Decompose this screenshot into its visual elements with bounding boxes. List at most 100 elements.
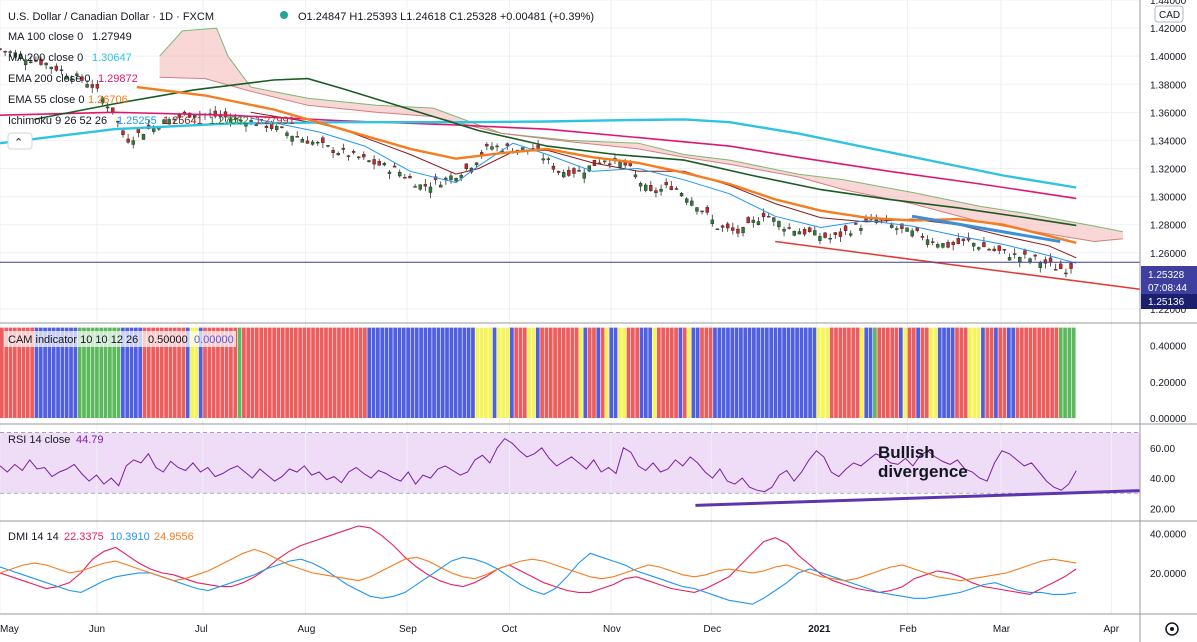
time-tick-label: Feb bbox=[899, 624, 917, 635]
cam-bar bbox=[289, 327, 294, 418]
cam-bar bbox=[514, 327, 519, 418]
ma100-line bbox=[34, 77, 1077, 227]
candle-body bbox=[725, 223, 730, 229]
cam-bar bbox=[695, 327, 700, 418]
candle-body bbox=[802, 229, 807, 235]
candle-body bbox=[290, 135, 294, 142]
cam-bar bbox=[242, 327, 246, 418]
cam-bar bbox=[790, 327, 795, 418]
candle-body bbox=[925, 239, 930, 245]
cam-bar bbox=[855, 327, 860, 418]
candle-body bbox=[80, 76, 84, 81]
candle-body bbox=[700, 210, 704, 213]
cam-bar bbox=[1032, 327, 1037, 418]
candle-body bbox=[782, 228, 786, 232]
candle-body bbox=[1002, 248, 1007, 251]
last-price-label: 1.25328 07:08:44 bbox=[1141, 266, 1197, 294]
cam-bar bbox=[38, 327, 43, 418]
candle-body bbox=[556, 170, 561, 173]
cam-tick-label: 0.20000 bbox=[1150, 378, 1187, 389]
cam-bar bbox=[0, 327, 4, 418]
cam-bar bbox=[682, 327, 687, 418]
collapse-legend-button[interactable]: ⌃ bbox=[7, 132, 33, 150]
cam-bar bbox=[1011, 327, 1016, 418]
candle-body bbox=[372, 159, 376, 165]
cam-bar bbox=[25, 327, 30, 418]
legend-cam-value-1: 0.50000 bbox=[148, 334, 188, 346]
cam-bar bbox=[557, 327, 562, 418]
legend-ema55[interactable]: EMA 55 close 0 1.26706 bbox=[8, 94, 128, 106]
cam-bar bbox=[475, 327, 480, 418]
candle-body bbox=[818, 236, 822, 241]
cam-bar bbox=[842, 327, 847, 418]
candle-body bbox=[674, 188, 679, 190]
candle-body bbox=[895, 228, 899, 230]
plot-area[interactable] bbox=[0, 0, 1140, 642]
candle-body bbox=[1028, 258, 1032, 263]
price-tick-label: 1.34000 bbox=[1150, 136, 1187, 147]
legend-ema200[interactable]: EMA 200 close 0 1.29872 bbox=[8, 73, 138, 85]
cam-bar bbox=[129, 327, 134, 418]
cam-bar bbox=[825, 327, 830, 418]
cam-bar bbox=[868, 327, 873, 418]
candle-body bbox=[239, 119, 243, 122]
cam-bar bbox=[838, 327, 843, 418]
rsi-band bbox=[0, 432, 1140, 494]
legend-ma200[interactable]: MA 200 close 0 1.30647 bbox=[8, 52, 132, 64]
cam-bar bbox=[423, 327, 428, 418]
candle-body bbox=[562, 172, 566, 178]
gear-icon bbox=[1165, 622, 1179, 636]
cam-bar bbox=[60, 327, 65, 418]
price-tick-label: 1.22000 bbox=[1150, 305, 1187, 316]
cam-bar bbox=[592, 327, 596, 418]
cam-bar bbox=[164, 327, 168, 418]
candle-body bbox=[859, 228, 863, 231]
settings-button[interactable] bbox=[1158, 619, 1186, 639]
dmi-pane[interactable] bbox=[0, 525, 1077, 605]
time-tick-label: Apr bbox=[1104, 624, 1120, 635]
cam-bar bbox=[665, 327, 670, 418]
candle-body bbox=[843, 225, 848, 231]
legend-rsi[interactable]: RSI 14 close 44.79 bbox=[8, 434, 104, 446]
cam-bar bbox=[929, 327, 933, 418]
candle-body bbox=[1059, 263, 1063, 269]
cam-bar bbox=[419, 327, 423, 418]
candle-body bbox=[439, 184, 443, 188]
currency-badge[interactable]: CAD bbox=[1154, 5, 1184, 23]
rsi-pane[interactable] bbox=[0, 432, 1141, 507]
cam-bar bbox=[155, 327, 160, 418]
candle-body bbox=[1018, 256, 1022, 263]
cam-bar bbox=[380, 327, 385, 418]
legend-cam[interactable]: CAM indicator 10 10 12 26 0.50000 0.0000… bbox=[4, 331, 236, 347]
cam-bar bbox=[324, 327, 328, 418]
legend-ichimoku[interactable]: Ichimoku 9 26 52 26 1.25255 1.25641 1.27… bbox=[8, 115, 295, 127]
cam-bar bbox=[302, 327, 307, 418]
cam-bar bbox=[410, 327, 415, 418]
ichimoku-tenkan-line bbox=[250, 117, 1077, 264]
cam-bar bbox=[760, 327, 765, 418]
candle-body bbox=[187, 112, 192, 118]
cam-bar bbox=[834, 327, 838, 418]
cam-bar bbox=[609, 327, 614, 418]
legend-dmi[interactable]: DMI 14 14 22.3375 10.3910 24.9556 bbox=[8, 531, 194, 543]
cam-bar bbox=[77, 327, 82, 418]
candle-body bbox=[474, 162, 479, 165]
cam-bar bbox=[82, 327, 86, 418]
cam-bar bbox=[112, 327, 117, 418]
candle-body bbox=[377, 160, 381, 166]
candle-body bbox=[664, 181, 668, 186]
candle-body bbox=[1048, 257, 1053, 263]
candle-body bbox=[49, 66, 53, 69]
cam-pane[interactable] bbox=[0, 327, 1076, 418]
cam-bar bbox=[622, 327, 627, 418]
cam-bar bbox=[194, 327, 199, 418]
candle-body bbox=[659, 188, 663, 192]
legend-ma200-label: MA 200 close 0 bbox=[8, 52, 83, 64]
candle-body bbox=[141, 134, 146, 140]
price-pane[interactable] bbox=[0, 27, 1141, 291]
candle-body bbox=[357, 156, 361, 159]
candle-body bbox=[982, 242, 986, 248]
cam-bar bbox=[635, 327, 640, 418]
legend-ma100[interactable]: MA 100 close 0 1.27949 bbox=[8, 31, 132, 43]
